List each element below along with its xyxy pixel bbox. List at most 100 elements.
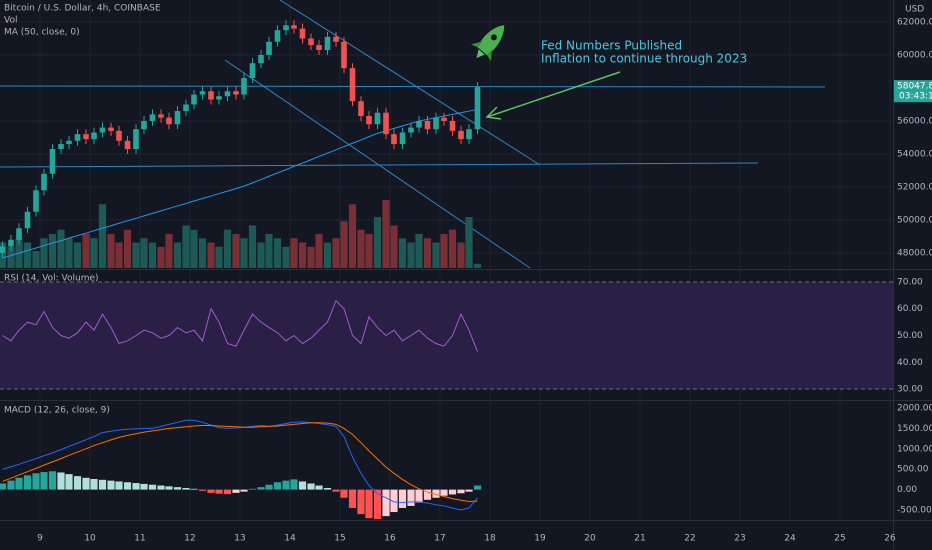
volume-bar [173, 242, 182, 268]
histogram-bar [248, 488, 257, 490]
currency: USD [905, 5, 924, 15]
arrow-head [485, 106, 502, 120]
histogram-bar [190, 488, 198, 490]
volume-bar [273, 238, 282, 268]
candle-body [133, 129, 139, 150]
countdown: 03:43:17 [899, 92, 932, 102]
last-price-box [894, 80, 932, 103]
y-tick-label: 52000.00 [897, 182, 932, 192]
histogram-bar [348, 489, 357, 508]
histogram-bar [198, 489, 207, 491]
candle-body [183, 104, 189, 112]
rocket-icon [471, 25, 505, 62]
volume-bar [265, 234, 273, 268]
rocket-flame [476, 49, 485, 59]
histogram-bar [415, 489, 423, 503]
volume-bar [407, 242, 415, 268]
volume-bar [365, 234, 373, 268]
candle-body [274, 30, 281, 42]
x-tick-label: 17 [434, 534, 445, 544]
symbol-title: Bitcoin / U.S. Dollar, 4h, COINBASE [4, 4, 161, 14]
candle-body [458, 130, 464, 140]
volume-bar [357, 229, 365, 268]
candle-body [8, 239, 14, 247]
x-tick-label: 25 [834, 534, 845, 544]
histogram-bar [465, 489, 473, 492]
histogram-bar [182, 487, 190, 490]
histogram-bar [140, 483, 148, 490]
volume-bar [223, 229, 232, 268]
y-tick-label: 56000.00 [897, 116, 932, 126]
histogram-bar [298, 481, 307, 490]
line-series [2, 419, 478, 511]
volume-bar [7, 246, 15, 268]
histogram-bar [365, 489, 373, 519]
histogram-bar [82, 477, 90, 490]
volume-bar [348, 204, 357, 268]
volume-bar [332, 238, 340, 268]
volume-bar [107, 234, 115, 268]
histogram-bar [440, 489, 448, 496]
candle-body [83, 134, 89, 140]
volume-bar [248, 225, 257, 268]
histogram-bar [423, 489, 432, 500]
histogram-bar [215, 489, 223, 494]
candle-body [49, 149, 56, 174]
candle-body [158, 114, 164, 118]
candle-body [441, 117, 447, 121]
histogram-bar [73, 476, 82, 490]
candle-body [424, 120, 431, 130]
volume-bar [448, 229, 457, 268]
candle-body [283, 25, 289, 31]
volume-bar [290, 238, 298, 268]
candle-body [291, 25, 297, 29]
volume-bar [323, 242, 332, 268]
candle-body [249, 63, 256, 79]
volume-bar [132, 242, 140, 268]
candle-body [258, 54, 264, 64]
y-tick-label: 30.00 [897, 385, 923, 395]
histogram-bar [7, 480, 15, 490]
candle-body [149, 114, 156, 121]
y-tick-label: 50.00 [897, 331, 923, 341]
histogram-bar [357, 489, 365, 515]
volume-bar [207, 242, 215, 268]
histogram-bar [90, 479, 98, 490]
histogram-bar [65, 474, 73, 490]
volume-bar [73, 242, 82, 268]
y-tick-label: 40.00 [897, 358, 923, 368]
rocket-body [477, 25, 505, 56]
volume-bar [148, 242, 157, 268]
candle-body [433, 117, 439, 130]
histogram-bar [165, 486, 173, 490]
histogram-bar [382, 489, 390, 517]
x-tick-label: 10 [84, 534, 96, 544]
y-tick-label: 500.00 [897, 465, 929, 475]
candle-body [341, 41, 347, 69]
candle-body [174, 111, 181, 125]
ma-legend: MA (50, close, 0) [4, 28, 80, 38]
line-series [2, 422, 478, 502]
line-series [2, 299, 478, 352]
histogram-bar [240, 489, 248, 492]
candle-body [408, 127, 414, 133]
candle-body [416, 120, 422, 128]
histogram-bar [115, 481, 123, 490]
candle-body [333, 36, 339, 42]
histogram-bar [57, 472, 65, 490]
candle-body [208, 91, 214, 100]
x-tick-label: 18 [484, 534, 496, 544]
volume-bar [415, 234, 423, 268]
candle-body [349, 68, 356, 102]
candle-body [241, 78, 247, 95]
volume-bar [0, 242, 7, 268]
trendline [0, 85, 826, 88]
candle-body [191, 94, 197, 105]
x-tick-label: 19 [534, 534, 546, 544]
histogram-bar [257, 487, 265, 490]
candle-body [366, 116, 372, 125]
candle-body [41, 173, 47, 191]
y-tick-label: -500.00 [897, 506, 932, 516]
